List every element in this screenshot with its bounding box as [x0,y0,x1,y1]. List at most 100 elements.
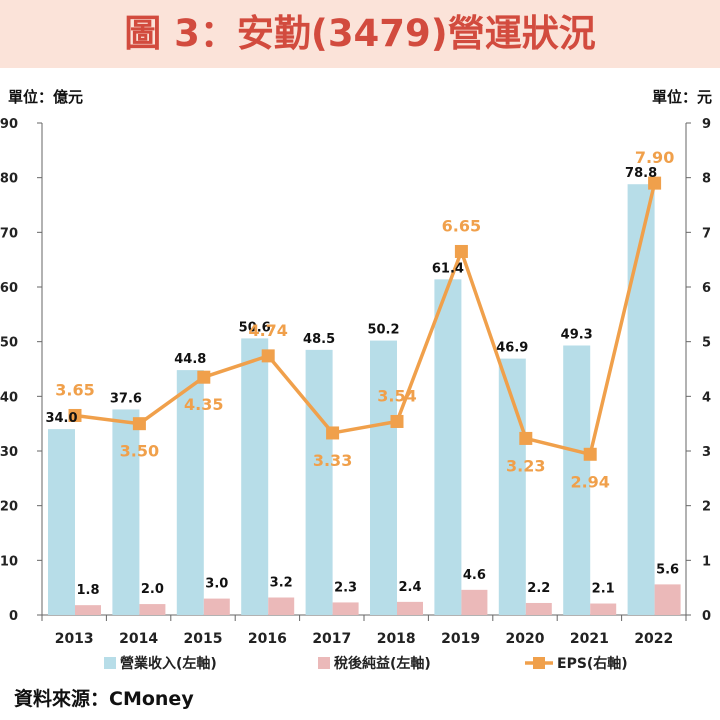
left-tick-label: 40 [0,390,18,405]
left-tick-label: 20 [0,500,18,515]
right-tick-label: 6 [702,281,711,296]
left-tick-label: 50 [0,336,18,351]
eps-data-label: 3.23 [506,456,545,475]
legend-swatch-net-income [318,657,330,669]
x-tick-label: 2013 [55,631,94,647]
net-income-bar [590,603,617,615]
net-income-bar [75,605,101,615]
eps-point [261,349,275,363]
eps-data-label: 2.94 [570,472,609,491]
revenue-bar [627,184,655,615]
eps-data-label: 4.35 [184,395,223,414]
left-tick-label: 80 [0,172,18,187]
x-tick-label: 2022 [634,631,673,647]
net-income-bar [525,602,552,615]
eps-point [326,426,340,440]
x-tick-label: 2020 [506,631,545,647]
eps-point [454,244,468,258]
legend-marker-eps [533,657,545,669]
net-income-bar [332,602,359,615]
eps-data-label: 7.90 [635,148,674,167]
left-tick-label: 30 [0,445,18,460]
eps-point [583,447,597,461]
net-income-data-label: 2.1 [592,582,615,597]
net-income-data-label: 3.0 [205,577,228,592]
legend-label-net-income: 稅後純益(左軸) [334,655,431,672]
net-income-data-label: 2.2 [527,581,550,596]
eps-data-label: 3.50 [120,442,159,461]
revenue-bar [434,279,462,615]
right-tick-label: 5 [702,336,711,351]
eps-data-label: 4.74 [248,321,287,340]
revenue-bar [112,409,140,615]
x-tick-label: 2017 [312,631,351,647]
revenue-bar [370,340,397,615]
legend-label-eps: EPS(右軸) [557,655,628,672]
x-tick-label: 2016 [248,631,287,647]
right-tick-label: 3 [702,445,711,460]
eps-line [74,182,657,457]
legend-swatch-revenue [104,657,116,669]
revenue-bar [563,345,591,615]
net-income-data-label: 2.0 [141,582,164,597]
left-tick-label: 10 [0,554,18,569]
title-banner [0,0,720,68]
eps-data-label: 3.54 [377,386,416,405]
eps-point [68,408,82,422]
left-tick-label: 90 [0,117,18,132]
x-tick-label: 2015 [184,631,223,647]
net-income-bar [268,597,295,615]
revenue-data-label: 50.2 [367,323,399,338]
right-tick-label: 8 [702,172,711,187]
revenue-data-label: 50.6 [239,320,271,335]
eps-data-label: 6.65 [442,216,481,235]
net-income-data-label: 3.2 [270,576,293,591]
revenue-bar [176,370,204,615]
eps-point [519,431,533,445]
revenue-data-label: 49.3 [561,327,593,342]
eps-point [132,417,146,431]
right-tick-label: 7 [702,226,711,241]
revenue-data-label: 34.0 [45,411,77,426]
net-income-data-label: 2.3 [334,580,357,595]
left-tick-label: 60 [0,281,18,296]
net-income-data-label: 5.6 [656,562,679,577]
chart-title: 圖 3：安勤(3479)營運狀況 [124,12,596,55]
data-source: 資料來源：CMoney [14,688,194,710]
net-income-bar [397,601,423,615]
right-axis-unit: 單位：元 [651,88,712,106]
x-tick-label: 2019 [441,631,480,647]
left-tick-label: 0 [9,609,18,624]
revenue-data-label: 48.5 [303,332,335,347]
net-income-bar [461,589,488,615]
net-income-bar [654,584,681,615]
eps-data-label: 3.33 [313,451,352,470]
net-income-bar [139,604,166,615]
right-tick-label: 4 [702,390,711,405]
x-tick-label: 2018 [377,631,416,647]
revenue-data-label: 78.8 [625,166,657,181]
revenue-data-label: 44.8 [174,352,206,367]
revenue-bar [305,349,333,615]
revenue-data-label: 61.4 [432,261,464,276]
revenue-data-label: 46.9 [496,341,528,356]
eps-data-label: 3.65 [55,380,94,399]
left-axis-unit: 單位：億元 [8,88,84,106]
x-tick-label: 2014 [119,631,158,647]
net-income-data-label: 4.6 [463,568,486,583]
net-income-data-label: 1.8 [76,583,99,598]
revenue-data-label: 37.6 [110,391,142,406]
net-income-bar [203,598,230,615]
revenue-bar [48,429,75,615]
revenue-bar [241,338,269,615]
right-tick-label: 2 [702,500,711,515]
eps-point [197,370,211,384]
legend-label-revenue: 營業收入(左軸) [120,655,217,672]
right-tick-label: 0 [702,609,711,624]
left-tick-label: 70 [0,226,18,241]
eps-point [390,414,404,428]
x-tick-label: 2021 [570,631,609,647]
right-tick-label: 9 [702,117,711,132]
right-tick-label: 1 [702,554,711,569]
